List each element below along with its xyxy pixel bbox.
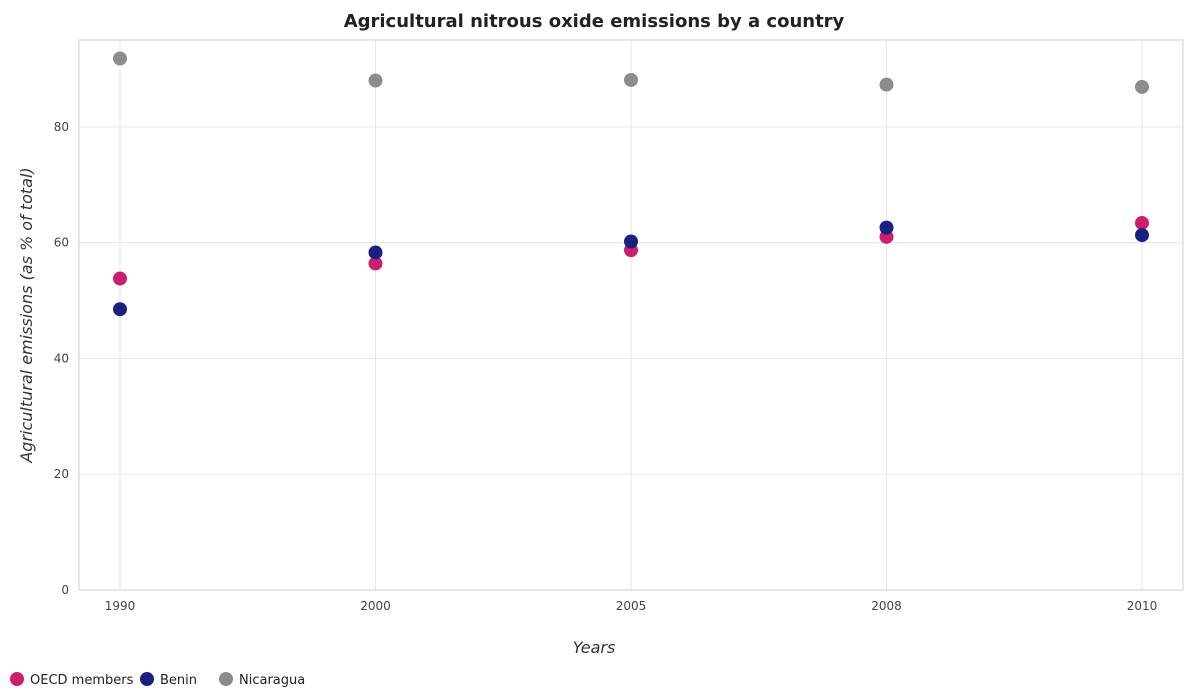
data-points — [113, 51, 1149, 317]
legend-marker — [10, 672, 24, 686]
data-point-benin — [368, 245, 383, 260]
x-tick-label: 2010 — [1127, 599, 1158, 613]
legend-marker — [219, 672, 233, 686]
legend-label: Benin — [160, 673, 197, 688]
data-point-nicaragua — [624, 72, 638, 87]
legend-label: Nicaragua — [239, 673, 305, 688]
y-tick-label: 20 — [54, 467, 69, 481]
y-tick-label: 80 — [54, 120, 69, 134]
data-point-nicaragua — [1135, 79, 1149, 94]
y-axis-label: Agricultural emissions (as % of total) — [17, 167, 36, 463]
x-tick-labels: 1990 2000 2005 2008 2010 — [105, 599, 1158, 613]
grid-layer — [79, 40, 1183, 591]
legend-marker — [140, 672, 154, 686]
data-point-nicaragua — [879, 77, 894, 92]
data-point-benin — [1135, 228, 1149, 243]
chart-title: Agricultural nitrous oxide emissions by … — [344, 11, 845, 32]
legend-label: OECD members — [30, 673, 134, 688]
y-tick-labels: 0 20 40 60 80 — [54, 120, 69, 597]
x-axis-label: Years — [573, 638, 616, 657]
data-point-nicaragua — [113, 51, 127, 66]
y-tick-label: 60 — [54, 236, 69, 250]
data-point-benin — [113, 302, 127, 317]
data-point-oecd-members — [1135, 215, 1149, 230]
y-tick-label: 40 — [54, 351, 69, 365]
data-point-oecd-members — [113, 271, 127, 286]
x-tick-label: 2005 — [616, 599, 647, 613]
y-tick-label: 0 — [61, 583, 69, 597]
x-tick-label: 2008 — [871, 599, 902, 613]
x-tick-label: 1990 — [105, 599, 136, 613]
legend: OECD members Benin Nicaragua — [10, 672, 305, 688]
data-point-benin — [879, 220, 894, 235]
plot-frame — [78, 39, 1184, 591]
x-tick-label: 2000 — [360, 599, 391, 613]
data-point-oecd-members — [368, 256, 383, 271]
data-point-benin — [624, 234, 638, 249]
data-point-nicaragua — [368, 73, 383, 88]
